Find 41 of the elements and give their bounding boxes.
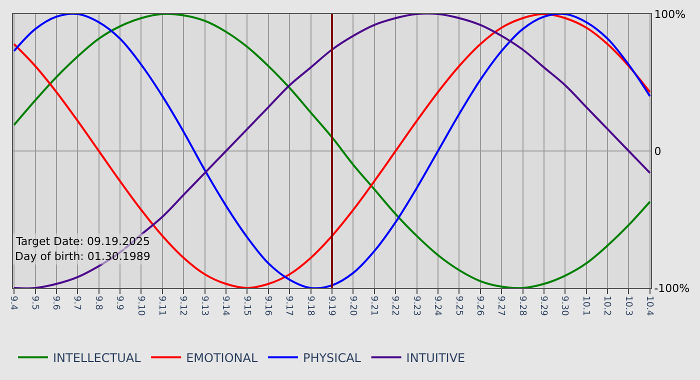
legend-label: PHYSICAL bbox=[302, 350, 362, 365]
y-tick-label: 100% bbox=[654, 8, 686, 21]
x-tick-label: 9.27 bbox=[496, 296, 506, 316]
x-tick-label: 9.18 bbox=[304, 296, 315, 316]
x-tick-label: 9.13 bbox=[198, 296, 209, 316]
x-tick-label: 9.21 bbox=[368, 296, 378, 316]
x-tick-label: 9.14 bbox=[220, 296, 230, 316]
line-series bbox=[13, 14, 651, 288]
y-tick-label: -100% bbox=[654, 282, 690, 295]
x-tick-label: 9.26 bbox=[474, 296, 484, 316]
x-tick-label: 10.1 bbox=[580, 296, 590, 316]
x-tick-label: 9.15 bbox=[241, 296, 252, 316]
annotation: Day of birth: 01.30.1989 bbox=[15, 250, 150, 263]
legend-label: INTELLECTUAL bbox=[53, 350, 142, 365]
x-tick-label: 9.30 bbox=[559, 296, 570, 316]
x-tick-label: 9.25 bbox=[453, 296, 464, 316]
x-tick-label: 9.23 bbox=[410, 296, 421, 316]
x-tick-label: 10.3 bbox=[622, 296, 633, 316]
x-tick-label: 10.4 bbox=[644, 296, 654, 316]
x-tick-label: 9.17 bbox=[284, 296, 294, 316]
x-tick-label: 9.28 bbox=[516, 296, 527, 316]
x-tick-label: 9.9 bbox=[114, 296, 124, 310]
x-tick-label: 10.2 bbox=[602, 296, 612, 316]
x-tick-label: 9.5 bbox=[29, 296, 40, 310]
x-tick-label: 9.12 bbox=[178, 296, 188, 316]
y-tick-label: 0 bbox=[654, 144, 662, 158]
x-tick-label: 9.6 bbox=[50, 296, 61, 310]
x-tick-label: 9.20 bbox=[347, 296, 358, 316]
x-tick-label: 9.22 bbox=[390, 296, 400, 316]
x-tick-label: 9.11 bbox=[156, 296, 167, 316]
x-tick-label: 9.24 bbox=[432, 296, 442, 316]
annotation: Target Date: 09.19.2025 bbox=[15, 235, 150, 248]
x-tick-label: 9.4 bbox=[8, 296, 18, 310]
legend-label: INTUITIVE bbox=[406, 350, 466, 365]
legend-label: EMOTIONAL bbox=[186, 350, 258, 365]
x-tick-label: 9.10 bbox=[135, 296, 146, 316]
x-tick-label: 9.16 bbox=[262, 296, 272, 316]
x-tick-label: 9.29 bbox=[538, 296, 548, 316]
x-tick-label: 9.7 bbox=[72, 296, 82, 310]
x-tick-label: 9.19 bbox=[326, 296, 336, 316]
x-tick-label: 9.8 bbox=[92, 296, 103, 310]
